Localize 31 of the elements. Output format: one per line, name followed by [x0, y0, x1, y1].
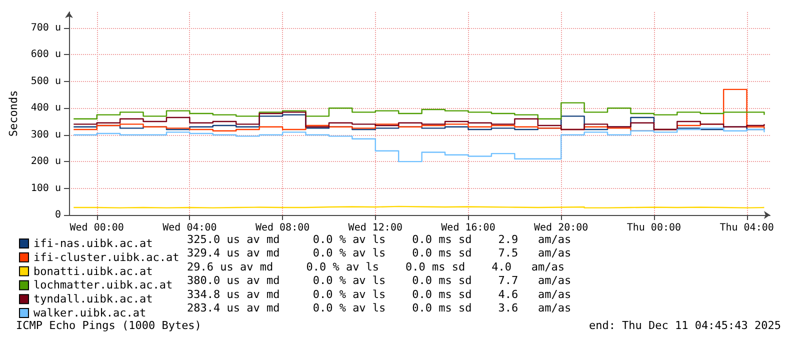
- y-tick-label: 500 u: [30, 76, 61, 87]
- text: ICMP Echo Pings (1000 Bytes): [16, 319, 202, 332]
- y-tick-label: 300 u: [30, 129, 61, 140]
- x-tick-label: Wed 12:00: [348, 222, 402, 234]
- x-tick-label: Wed 08:00: [255, 222, 310, 234]
- y-tick-label: 700 u: [30, 22, 61, 34]
- legend-label: ifi-cluster.uibk.ac.at: [34, 250, 180, 264]
- y-tick-label: 0: [54, 210, 61, 220]
- y-axis-title: Seconds: [7, 90, 20, 137]
- text: 334.8 us av md 0.0 % av ls 0.0 ms sd 4.6 am/as: [187, 288, 572, 301]
- text: 329.4 us av md 0.0 % av ls 0.0 ms sd 7.5 am/as: [187, 246, 572, 260]
- y-tick-label: 100 u: [30, 182, 61, 194]
- x-tick-label: Thu 04:00: [720, 222, 774, 234]
- text: 283.4 us av md 0.0 % av ls 0.0 ms sd 3.6 am/as: [187, 302, 572, 314]
- x-tick-label: Wed 04:00: [162, 222, 217, 234]
- legend-label: walker.uibk.ac.at: [34, 306, 146, 320]
- x-tick-label: Wed 16:00: [441, 222, 496, 234]
- legend-label: ifi-nas.uibk.ac.at: [34, 237, 153, 250]
- text: 325.0 us av md 0.0 % av ls 0.0 ms sd 2.9 am/as: [187, 233, 572, 246]
- x-tick-label: Wed 20:00: [534, 222, 588, 234]
- y-tick-label: 200 u: [30, 156, 61, 168]
- text: 380.0 us av md 0.0 % av ls 0.0 ms sd 7.7 am/as: [187, 274, 572, 288]
- legend-label: bonatti.uibk.ac.at: [34, 264, 153, 278]
- text: end: Thu Dec 11 04:45:43 2025: [588, 319, 782, 332]
- legend-label: lochmatter.uibk.ac.at: [34, 278, 173, 292]
- x-tick-label: Wed 00:00: [70, 222, 124, 234]
- x-tick-label: Thu 00:00: [626, 222, 682, 234]
- y-tick-label: 600 u: [30, 49, 61, 60]
- legend-label: tyndall.uibk.ac.at: [34, 292, 153, 306]
- text: 29.6 us av md 0.0 % av ls 0.0 ms sd 4.0 am/as: [187, 260, 564, 274]
- y-tick-label: 400 u: [30, 102, 61, 114]
